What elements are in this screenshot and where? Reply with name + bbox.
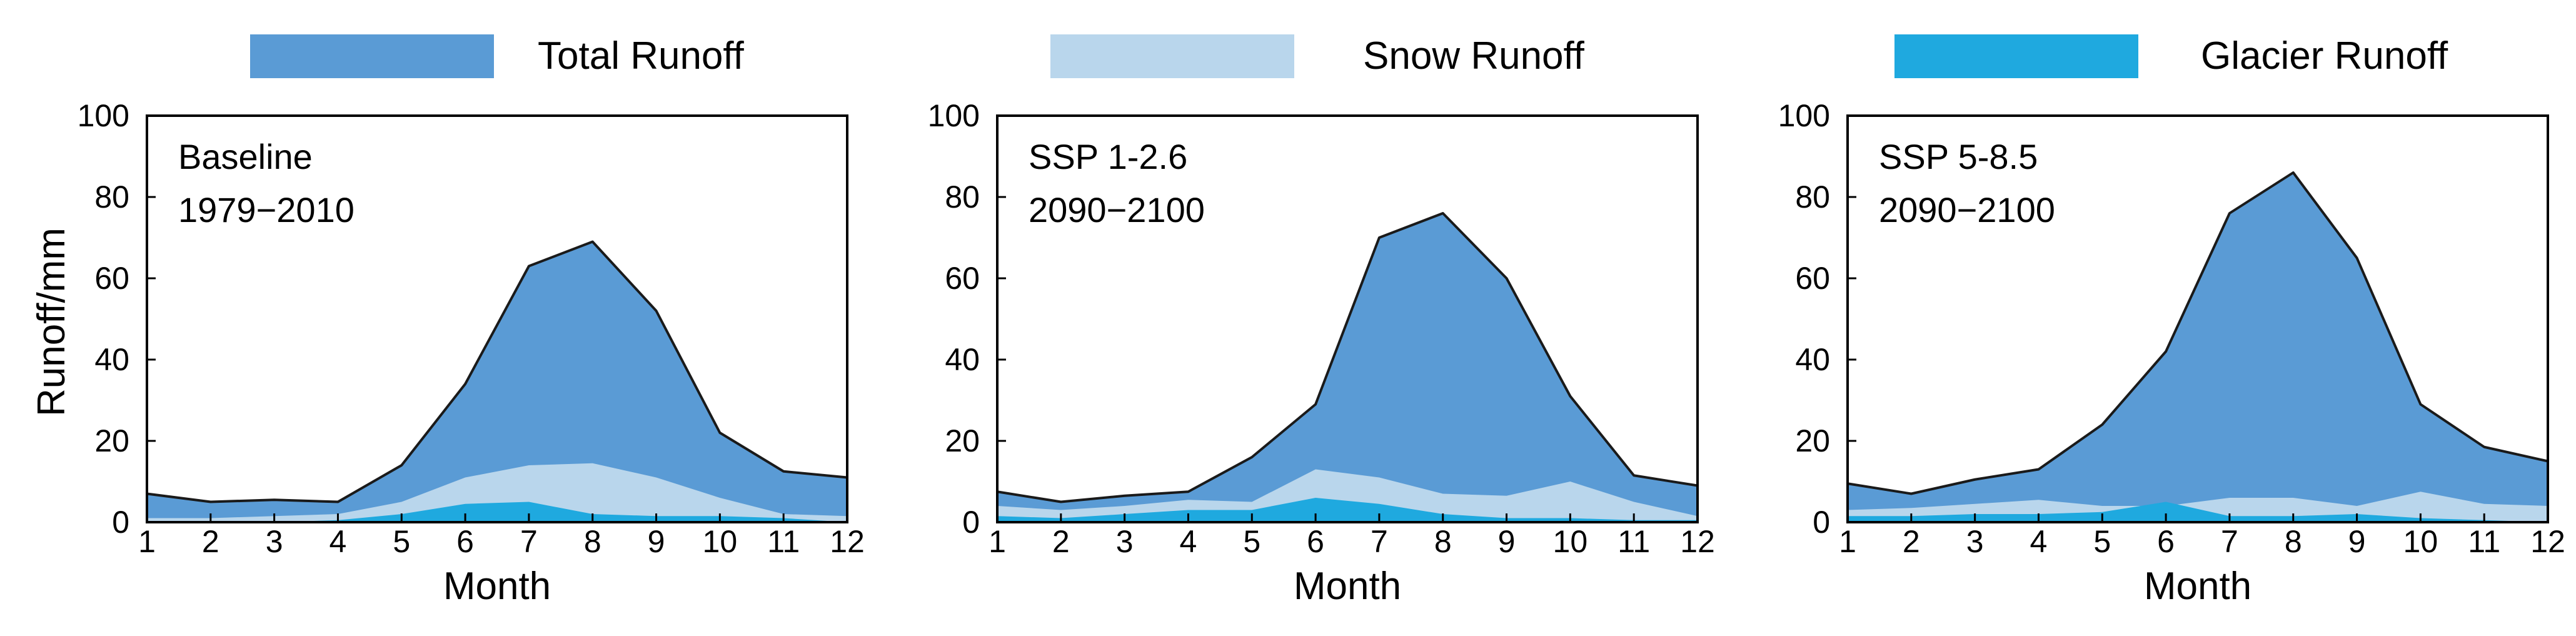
x-tick-label: 9 <box>1498 524 1516 559</box>
area-glacier-runoff <box>997 498 1698 522</box>
x-axis-title: Month <box>1294 565 1401 608</box>
panel-annotation-line-1: Baseline <box>178 137 313 176</box>
x-axis-title: Month <box>2144 565 2251 608</box>
area-glacier-runoff <box>147 502 847 522</box>
y-tick-label: 60 <box>1795 261 1830 296</box>
x-tick-label: 10 <box>1553 524 1588 559</box>
x-tick-label: 4 <box>330 524 347 559</box>
y-tick-label: 20 <box>945 423 980 458</box>
legend-label-total-runoff: Total Runoff <box>538 34 744 78</box>
x-tick-label: 8 <box>584 524 601 559</box>
x-tick-label: 12 <box>830 524 865 559</box>
x-tick-label: 6 <box>1307 524 1324 559</box>
x-tick-label: 2 <box>1052 524 1070 559</box>
y-tick-label: 40 <box>94 342 129 377</box>
line-total-runoff <box>1847 171 2548 495</box>
x-tick-label: 6 <box>456 524 474 559</box>
x-tick-label: 7 <box>520 524 538 559</box>
x-tick-label: 1 <box>1839 524 1856 559</box>
y-axis-title: Runoff/mm <box>30 228 73 416</box>
x-tick-label: 3 <box>266 524 283 559</box>
y-tick-label: 80 <box>94 179 129 215</box>
panel-annotation-line-2: 2090−2100 <box>1029 190 1205 230</box>
area-snow-runoff <box>997 469 1698 522</box>
x-tick-label: 5 <box>393 524 410 559</box>
y-tick-label: 40 <box>945 342 980 377</box>
legend-swatch-glacier-runoff <box>1894 34 2138 78</box>
x-tick-label: 10 <box>2403 524 2438 559</box>
x-tick-label: 5 <box>1243 524 1260 559</box>
chart-legend: Total Runoff Snow Runoff Glacier Runoff <box>0 0 2576 106</box>
x-tick-label: 11 <box>1618 524 1650 559</box>
y-tick-label: 60 <box>94 261 129 296</box>
x-tick-label: 12 <box>2530 524 2565 559</box>
x-tick-label: 8 <box>2285 524 2302 559</box>
plot-frame <box>1846 114 2549 523</box>
x-tick-label: 3 <box>1116 524 1134 559</box>
x-tick-label: 10 <box>703 524 738 559</box>
x-tick-label: 9 <box>2348 524 2366 559</box>
y-tick-label: 100 <box>78 98 129 133</box>
x-axis-title: Month <box>443 565 551 608</box>
x-tick-label: 1 <box>989 524 1006 559</box>
line-total-runoff <box>146 240 848 503</box>
y-tick-label: 0 <box>1813 505 1830 540</box>
panel-annotation-line-1: SSP 5-8.5 <box>1879 137 2038 176</box>
plot-frame <box>146 114 848 523</box>
x-tick-label: 4 <box>1180 524 1197 559</box>
legend-swatch-total-runoff <box>250 34 494 78</box>
panel-annotation-line-2: 2090−2100 <box>1879 190 2055 230</box>
y-tick-label: 80 <box>1795 179 1830 215</box>
x-tick-label: 5 <box>2093 524 2111 559</box>
y-tick-label: 20 <box>1795 423 1830 458</box>
x-tick-label: 12 <box>1680 524 1715 559</box>
y-tick-label: 20 <box>94 423 129 458</box>
area-snow-runoff <box>147 463 847 522</box>
area-glacier-runoff <box>1848 502 2548 522</box>
x-tick-label: 2 <box>1903 524 1920 559</box>
x-tick-label: 3 <box>1966 524 1984 559</box>
legend-swatch-snow-runoff <box>1050 34 1294 78</box>
y-tick-label: 100 <box>1778 98 1830 133</box>
x-tick-label: 1 <box>138 524 156 559</box>
chart-panel-1: 1 2 3 4 5 6 7 8 9 10 11 12020406080100MonthRunoff/m… <box>30 98 865 608</box>
x-tick-label: 4 <box>2030 524 2048 559</box>
x-tick-label: 2 <box>202 524 219 559</box>
y-tick-label: 80 <box>945 179 980 215</box>
x-tick-label: 11 <box>2468 524 2500 559</box>
area-total-runoff <box>147 241 847 522</box>
area-total-runoff <box>997 213 1698 522</box>
legend-label-glacier-runoff: Glacier Runoff <box>2201 34 2448 78</box>
x-tick-label: 6 <box>2157 524 2175 559</box>
panel-annotation-line-2: 1979−2010 <box>178 190 355 230</box>
x-tick-label: 9 <box>648 524 665 559</box>
plot-frame <box>996 114 1699 523</box>
x-tick-label: 7 <box>2221 524 2238 559</box>
y-tick-label: 100 <box>928 98 980 133</box>
y-tick-label: 0 <box>112 505 129 540</box>
x-tick-label: 8 <box>1434 524 1452 559</box>
panel-annotation-line-1: SSP 1-2.6 <box>1029 137 1187 176</box>
line-total-runoff <box>997 212 1698 503</box>
y-tick-label: 60 <box>945 261 980 296</box>
area-total-runoff <box>1848 173 2548 522</box>
x-tick-label: 7 <box>1371 524 1388 559</box>
y-tick-label: 0 <box>962 505 980 540</box>
y-tick-label: 40 <box>1795 342 1830 377</box>
x-tick-label: 11 <box>767 524 800 559</box>
legend-label-snow-runoff: Snow Runoff <box>1363 34 1584 78</box>
